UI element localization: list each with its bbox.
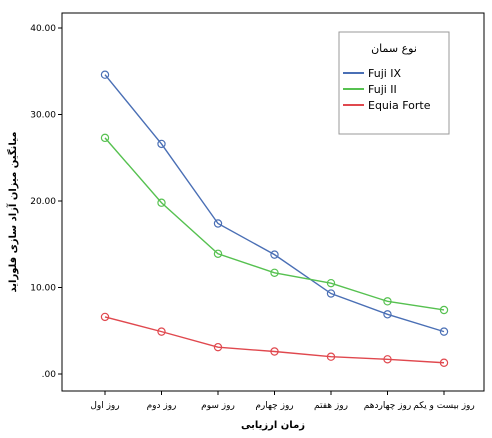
y-tick-label: 20.00 [30, 197, 56, 207]
series-line [104, 74, 445, 333]
x-tick-label: روز سوم [201, 401, 235, 411]
y-axis: .00 10.00 20.00 30.00 40.00 [30, 24, 62, 380]
data-point [100, 133, 110, 143]
data-point [270, 268, 279, 277]
legend-label: Fuji II [368, 83, 397, 96]
data-point [270, 250, 279, 259]
series-line [104, 137, 445, 311]
data-point [439, 305, 449, 315]
data-point [213, 219, 223, 228]
series-line [104, 316, 445, 364]
x-tick-label: روز دوم [147, 401, 177, 411]
series-layer [100, 70, 449, 367]
data-point [439, 358, 449, 367]
data-point [326, 352, 336, 361]
data-point [213, 249, 223, 258]
x-tick-label: روز چهارم [255, 401, 293, 411]
x-tick-label: روز اول [90, 401, 119, 411]
data-point [100, 312, 110, 322]
data-point [383, 297, 392, 306]
data-point [100, 70, 110, 79]
legend-label: Fuji IX [368, 67, 402, 80]
y-tick-label: 30.00 [30, 111, 56, 121]
legend-title: نوع سمان [371, 42, 417, 55]
x-tick-label: روز هفتم [314, 401, 348, 411]
data-point [326, 289, 336, 298]
x-axis-title: زمان ارزیابی [241, 420, 305, 431]
x-tick-label: روز بیست و یکم [413, 401, 475, 411]
data-point [157, 139, 166, 149]
data-point [213, 342, 223, 352]
data-point [157, 198, 166, 207]
x-tick-label: روز چهاردهم [364, 401, 411, 411]
y-tick-label: 10.00 [30, 284, 56, 294]
y-axis-title: میانگین میزان آزاد سازی فلوراید [6, 132, 19, 293]
data-point [383, 310, 392, 319]
data-point [439, 327, 449, 336]
data-point [383, 355, 392, 364]
data-point [270, 347, 279, 356]
y-tick-label: .00 [42, 370, 57, 380]
legend: نوع سمان Fuji IX Fuji II Equia Forte [338, 31, 450, 135]
y-tick-label: 40.00 [30, 24, 56, 34]
legend-items: Fuji IX Fuji II Equia Forte [343, 67, 431, 112]
x-axis: روز اول روز دوم روز سوم روز چهارم روز هفتم رو… [90, 391, 475, 411]
legend-box [338, 31, 450, 135]
legend-label: Equia Forte [368, 99, 431, 112]
data-point [326, 278, 336, 288]
data-point [157, 327, 166, 336]
